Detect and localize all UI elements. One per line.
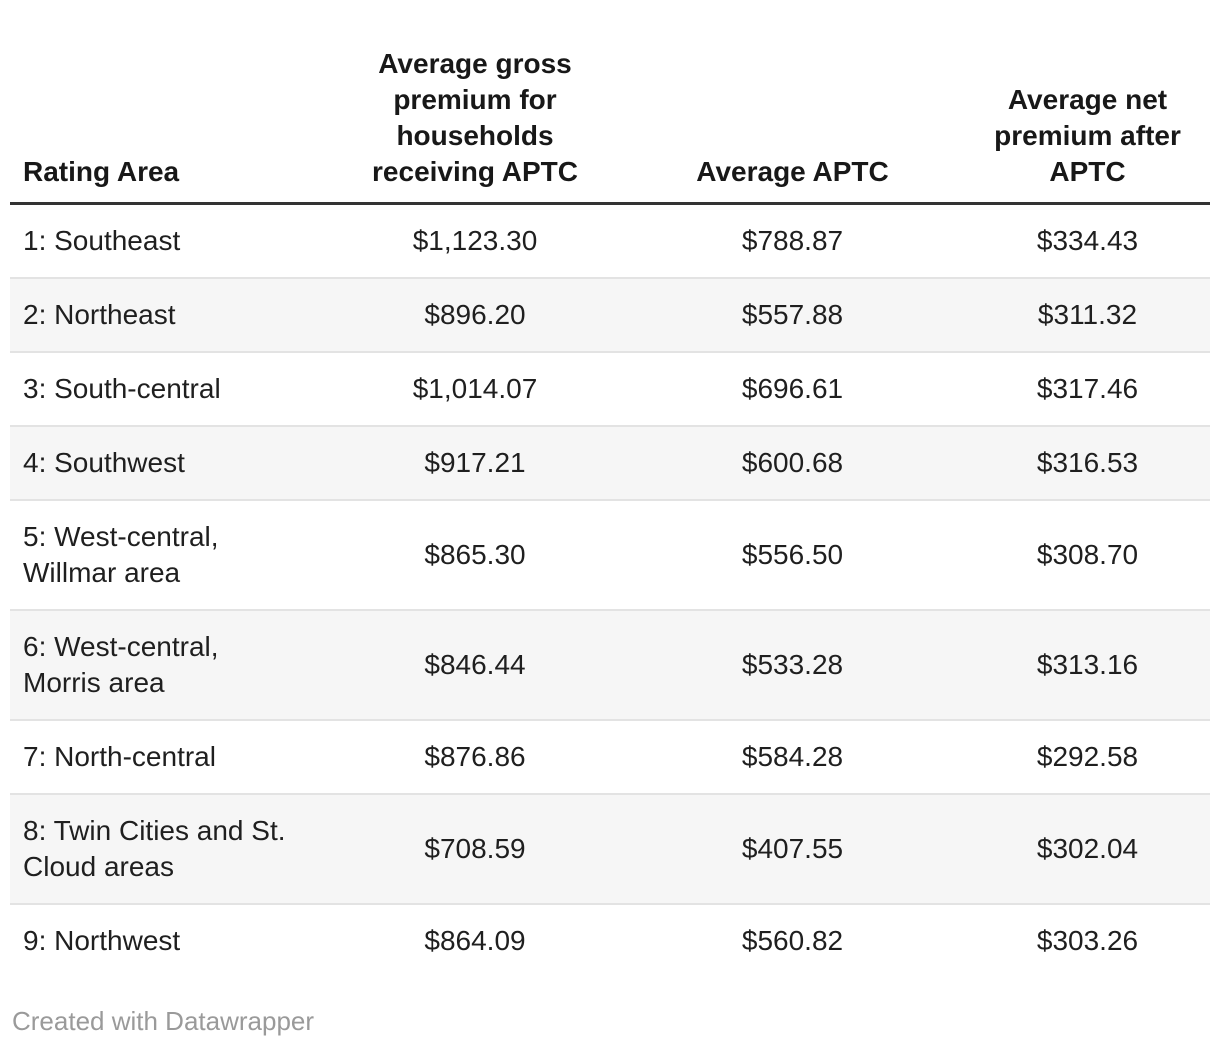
datawrapper-credit-link[interactable]: Created with Datawrapper	[12, 1006, 315, 1036]
header-row: Rating Area Average gross premium for ho…	[10, 0, 1210, 205]
cell-net-premium: $303.26	[965, 903, 1210, 977]
cell-net-premium: $308.70	[965, 499, 1210, 610]
table-row: 1: Southeast $1,123.30 $788.87 $334.43	[10, 204, 1210, 279]
data-table: Rating Area Average gross premium for ho…	[10, 0, 1210, 977]
cell-rating-area: 9: Northwest	[10, 903, 330, 977]
cell-net-premium: $316.53	[965, 425, 1210, 500]
table-row: 2: Northeast $896.20 $557.88 $311.32	[10, 277, 1210, 352]
cell-rating-area: 8: Twin Cities and St. Cloud areas	[10, 793, 330, 904]
cell-rating-area: 4: Southwest	[10, 425, 330, 500]
cell-average-aptc: $600.68	[620, 425, 965, 500]
cell-gross-premium: $896.20	[330, 277, 620, 352]
cell-rating-area: 2: Northeast	[10, 277, 330, 352]
cell-average-aptc: $407.55	[620, 793, 965, 904]
cell-rating-area: 6: West-central, Morris area	[10, 609, 330, 720]
cell-gross-premium: $1,014.07	[330, 351, 620, 426]
cell-gross-premium: $876.86	[330, 719, 620, 794]
column-header-average-aptc: Average APTC	[620, 0, 965, 205]
cell-gross-premium: $846.44	[330, 609, 620, 720]
cell-average-aptc: $557.88	[620, 277, 965, 352]
column-header-gross-premium: Average gross premium for households rec…	[330, 0, 620, 205]
cell-net-premium: $313.16	[965, 609, 1210, 720]
table-row: 4: Southwest $917.21 $600.68 $316.53	[10, 425, 1210, 500]
table-row: 3: South-central $1,014.07 $696.61 $317.…	[10, 351, 1210, 426]
cell-net-premium: $311.32	[965, 277, 1210, 352]
table-row: 7: North-central $876.86 $584.28 $292.58	[10, 719, 1210, 794]
cell-net-premium: $292.58	[965, 719, 1210, 794]
cell-average-aptc: $584.28	[620, 719, 965, 794]
cell-rating-area: 5: West-central, Willmar area	[10, 499, 330, 610]
cell-gross-premium: $917.21	[330, 425, 620, 500]
cell-average-aptc: $696.61	[620, 351, 965, 426]
cell-average-aptc: $533.28	[620, 609, 965, 720]
table-row: 6: West-central, Morris area $846.44 $53…	[10, 609, 1210, 720]
table-row: 8: Twin Cities and St. Cloud areas $708.…	[10, 793, 1210, 904]
cell-net-premium: $317.46	[965, 351, 1210, 426]
cell-average-aptc: $560.82	[620, 903, 965, 977]
cell-rating-area: 1: Southeast	[23, 225, 181, 256]
cell-average-aptc: $788.87	[741, 225, 844, 256]
cell-gross-premium: $865.30	[330, 499, 620, 610]
cell-net-premium: $334.43	[1036, 225, 1139, 256]
column-header-net-premium: Average net premium after APTC	[965, 0, 1210, 205]
column-header-rating-area: Rating Area	[10, 0, 330, 205]
cell-rating-area: 3: South-central	[10, 351, 330, 426]
cell-net-premium: $302.04	[965, 793, 1210, 904]
cell-average-aptc: $556.50	[620, 499, 965, 610]
table-row: 9: Northwest $864.09 $560.82 $303.26	[10, 903, 1210, 977]
cell-gross-premium: $708.59	[330, 793, 620, 904]
table-row: 5: West-central, Willmar area $865.30 $5…	[10, 499, 1210, 610]
cell-gross-premium: $864.09	[330, 903, 620, 977]
cell-rating-area: 7: North-central	[10, 719, 330, 794]
cell-gross-premium: $1,123.30	[412, 225, 538, 256]
